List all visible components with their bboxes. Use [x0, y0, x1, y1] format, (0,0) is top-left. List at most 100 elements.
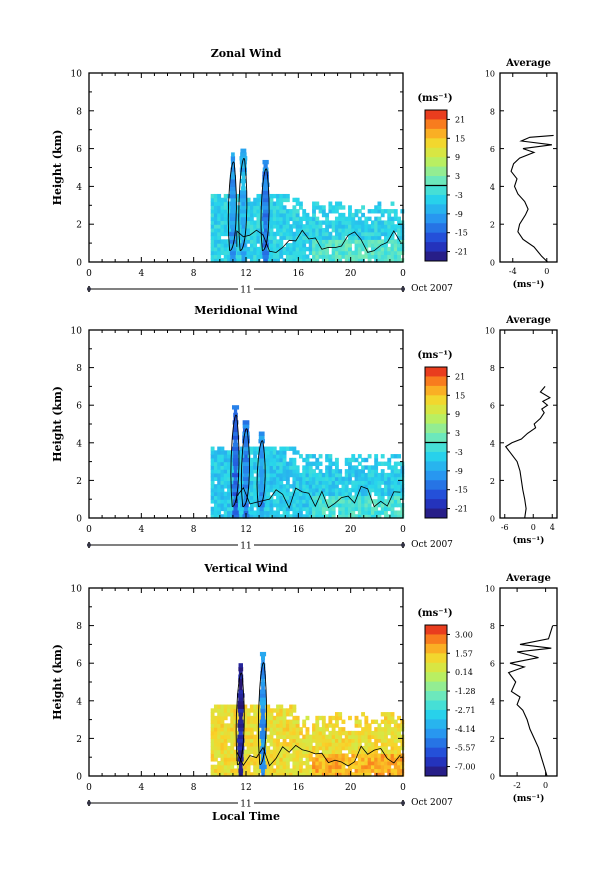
- day-bar-marker: [401, 287, 405, 291]
- heatmap-cell: [220, 499, 225, 504]
- heatmap-cell: [236, 258, 241, 263]
- heatmap-cell: [344, 457, 349, 463]
- heatmap-cell: [236, 499, 241, 504]
- heatmap-cell: [390, 209, 395, 214]
- heatmap-cell: [364, 243, 369, 248]
- heatmap-cell: [217, 712, 222, 717]
- heatmap-cell: [292, 476, 297, 481]
- heatmap-cell: [269, 472, 274, 478]
- convective-cell: [258, 431, 265, 436]
- heatmap-cell: [305, 727, 310, 732]
- heatmap-cell: [318, 495, 323, 500]
- heatmap-cell: [374, 734, 379, 739]
- heatmap-cell: [312, 258, 316, 263]
- heatmap-cell: [298, 480, 303, 485]
- x-axis-label: Local Time: [212, 810, 280, 823]
- heatmap-cell: [351, 220, 356, 225]
- heatmap-cell: [249, 502, 254, 508]
- heatmap-cell: [341, 772, 346, 777]
- heatmap-cell: [217, 201, 222, 206]
- heatmap-cell: [298, 205, 303, 210]
- heatmap-cell: [276, 469, 280, 474]
- heatmap-cell: [380, 472, 385, 478]
- heatmap-cell: [298, 258, 303, 263]
- heatmap-cell: [276, 250, 280, 256]
- heatmap-cell: [341, 502, 346, 508]
- heatmap-cell: [233, 715, 238, 721]
- heatmap-cell: [334, 476, 339, 481]
- colorbar-band: [425, 499, 447, 510]
- heatmap-cell: [387, 231, 392, 237]
- convective-cell: [240, 216, 247, 222]
- heatmap-cell: [285, 197, 290, 203]
- heatmap-cell: [227, 258, 231, 263]
- heatmap-cell: [292, 760, 297, 766]
- heatmap-cell: [292, 757, 297, 762]
- heatmap-cell: [266, 484, 271, 489]
- heatmap-cell: [285, 227, 290, 233]
- colorbar-band: [425, 625, 447, 635]
- heatmap-cell: [230, 506, 235, 512]
- heatmap-cell: [220, 719, 225, 724]
- heatmap-cell: [348, 472, 352, 478]
- heatmap-cell: [269, 209, 274, 214]
- heatmap-cell: [331, 227, 336, 233]
- x-tick-label: 4: [138, 783, 144, 793]
- colorbar-band: [425, 185, 447, 196]
- y-tick-label: 10: [71, 327, 83, 337]
- heatmap-cell: [298, 772, 303, 777]
- heatmap-cell: [263, 712, 267, 717]
- heatmap-cell: [397, 749, 401, 755]
- heatmap-cell: [266, 502, 271, 508]
- heatmap-cell: [302, 239, 307, 244]
- heatmap-cell: [377, 760, 382, 766]
- heatmap-cell: [223, 469, 228, 474]
- heatmap-cell: [217, 209, 222, 214]
- heatmap-cell: [357, 227, 362, 233]
- heatmap-cell: [240, 484, 244, 489]
- heatmap-cell: [338, 495, 343, 500]
- heatmap-cell: [246, 227, 251, 233]
- heatmap-cell: [220, 472, 225, 478]
- heatmap-cell: [377, 224, 382, 229]
- heatmap-cell: [285, 254, 290, 259]
- heatmap-cell: [279, 446, 284, 451]
- heatmap-cell: [210, 708, 215, 713]
- heatmap-cell: [210, 231, 215, 237]
- heatmap-cell: [400, 514, 405, 519]
- heatmap-cell: [374, 487, 379, 493]
- heatmap-cell: [282, 220, 287, 225]
- profile-title: Average: [505, 315, 551, 326]
- heatmap-cell: [249, 730, 254, 736]
- heatmap-cell: [367, 472, 372, 478]
- heatmap-cell: [289, 224, 294, 229]
- heatmap-cell: [282, 235, 287, 240]
- heatmap-cell: [341, 480, 346, 485]
- colorbar-band: [425, 508, 447, 519]
- heatmap-cell: [354, 491, 359, 497]
- heatmap-cell: [325, 258, 330, 263]
- heatmap-cell: [321, 484, 326, 489]
- heatmap-cell: [364, 727, 369, 732]
- heatmap-cell: [223, 742, 228, 747]
- heatmap-cell: [374, 220, 379, 225]
- heatmap-cell: [217, 768, 222, 773]
- heatmap-cell: [295, 246, 300, 252]
- heatmap-cell: [354, 499, 359, 504]
- heatmap-cell: [328, 235, 333, 240]
- day-label-bg: [238, 797, 254, 809]
- heatmap-cell: [390, 201, 395, 206]
- heatmap-cell: [213, 243, 218, 248]
- heatmap-cell: [227, 712, 231, 717]
- heatmap-cell: [354, 469, 359, 474]
- heatmap-cell: [384, 239, 388, 244]
- heatmap-cell: [210, 768, 215, 773]
- profile-y-tick-label: 10: [485, 327, 495, 336]
- heatmap-cell: [334, 231, 339, 237]
- convective-cell: [242, 435, 250, 440]
- heatmap-cell: [400, 487, 405, 493]
- heatmap-cell: [384, 723, 388, 728]
- heatmap-cell: [227, 254, 231, 259]
- heatmap-cell: [302, 772, 307, 777]
- heatmap-cell: [331, 727, 336, 732]
